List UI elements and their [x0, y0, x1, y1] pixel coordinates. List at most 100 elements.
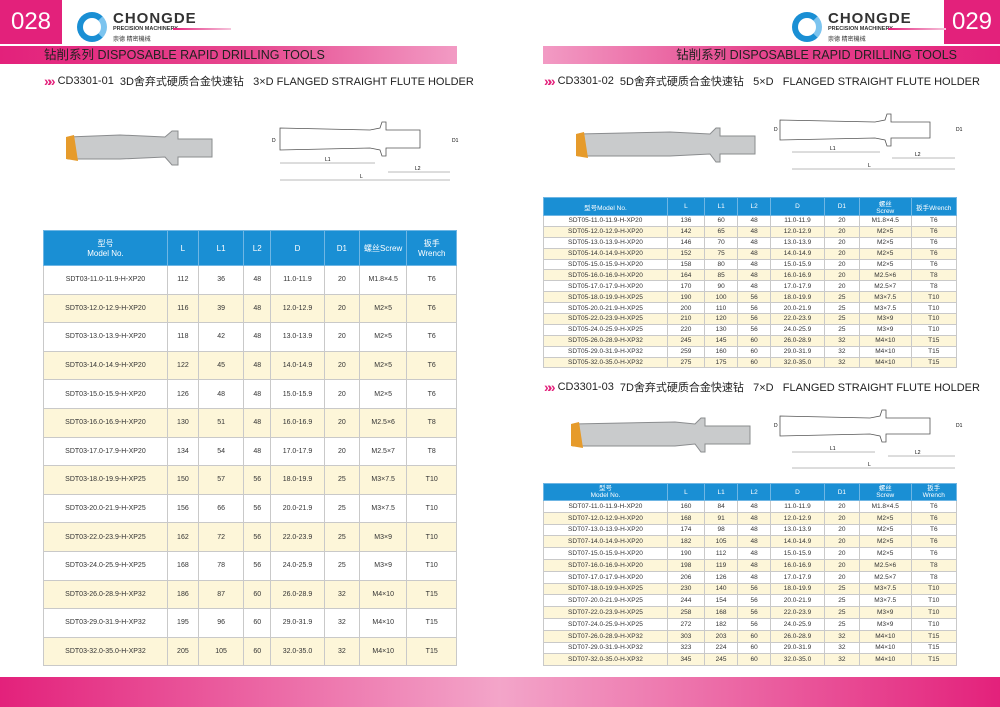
table-cell: SDT03-18.0-19.9-H-XP25 — [43, 465, 168, 495]
table-cell: 20 — [823, 269, 860, 282]
table-cell: M3×9 — [858, 313, 912, 325]
table-row: SDT05-24.0-25.9-H-XP25 220 130 56 24.0-25.9 2… — [543, 323, 958, 336]
table-cell: 60 — [243, 579, 272, 610]
table-cell: 16.0-16.9 — [770, 558, 825, 572]
table-cell: SDT03-20.0-21.9-H-XP25 — [43, 493, 168, 524]
table-cell: 13.0-13.9 — [770, 236, 825, 249]
table-cell: SDT03-12.0-12.9-H-XP20 — [43, 293, 168, 324]
label-l2: L2 — [915, 450, 921, 456]
table-cell: T10 — [406, 465, 457, 495]
table-cell: M3×9 — [858, 323, 912, 336]
table-cell: 112 — [166, 265, 199, 295]
table-row: SDT03-17.0-17.9-H-XP20 134 54 48 17.0-17.9 20… — [43, 436, 457, 467]
table-cell: 20 — [823, 523, 860, 537]
logo-chinese: 崇德 精密機械 — [828, 37, 866, 43]
table-cell: 14.0-14.9 — [770, 247, 825, 260]
spec-table-3d: 型号 Model No. L L1 L2 D D1 螺丝Screw 扳手 Wrench SDT0… — [43, 230, 457, 667]
table-row: SDT03-16.0-16.9-H-XP20 130 51 48 16.0-16.9 20… — [43, 407, 457, 438]
table-cell: 56 — [737, 594, 772, 608]
table-cell: M3×7.5 — [358, 493, 408, 524]
table-cell: 20 — [823, 500, 860, 513]
drill-photo-7d — [571, 417, 751, 453]
column-header: L1 — [197, 230, 245, 266]
table-cell: 32.0-35.0 — [770, 653, 825, 667]
table-cell: T15 — [910, 629, 958, 643]
table-cell: 152 — [666, 247, 706, 260]
table-row: SDT07-26.0-28.9-H-XP32 303 203 60 26.0-28.9 3… — [543, 629, 958, 643]
table-cell: 168 — [666, 511, 706, 525]
table-cell: SDT07-18.0-19.9-H-XP25 — [543, 582, 668, 596]
table-row: SDT03-29.0-31.9-H-XP32 195 96 60 29.0-31.9 32… — [43, 608, 457, 638]
table-cell: 56 — [737, 313, 772, 325]
table-row: SDT07-18.0-19.9-H-XP25 230 140 56 18.0-19.9 2… — [543, 582, 958, 596]
table-cell: SDT07-13.0-13.9-H-XP20 — [543, 523, 668, 537]
column-header: D1 — [823, 483, 860, 501]
table-cell: 20 — [823, 247, 860, 260]
logo-brand: CHONGDE — [113, 10, 197, 27]
table-row: SDT05-17.0-17.9-H-XP20 170 90 48 17.0-17.9 20… — [543, 280, 958, 293]
table-cell: SDT05-29.0-31.9-H-XP32 — [543, 345, 668, 358]
table-cell: 48 — [243, 379, 272, 409]
table-cell: 25 — [323, 465, 360, 495]
table-cell: 48 — [243, 350, 272, 381]
drill-drawing-7d: L1 L2 L D D1 — [774, 409, 963, 469]
table-cell: M4×10 — [858, 641, 912, 655]
table-cell: 80 — [704, 258, 739, 271]
table-cell: 36 — [197, 265, 245, 295]
table-cell: T6 — [910, 247, 958, 260]
table-cell: 17.0-17.9 — [270, 436, 325, 467]
table-row: SDT07-29.0-31.9-H-XP32 323 224 60 29.0-31.9 3… — [543, 641, 958, 655]
table-cell: M2×5 — [858, 547, 912, 560]
insert-icon — [66, 135, 78, 161]
table-cell: M3×7.5 — [858, 594, 912, 608]
logo-mark-icon — [77, 12, 107, 42]
table-cell: 174 — [666, 523, 706, 537]
insert-icon — [571, 422, 583, 448]
table-cell: 22.0-23.9 — [270, 522, 325, 552]
table-cell: 205 — [166, 636, 199, 667]
table-cell: 48 — [737, 570, 772, 584]
footer-band — [0, 677, 1000, 707]
table-cell: 17.0-17.9 — [770, 280, 825, 293]
table-cell: T8 — [910, 280, 958, 293]
table-cell: 245 — [666, 334, 706, 347]
table-cell: 29.0-31.9 — [270, 608, 325, 638]
table-cell: 26.0-28.9 — [270, 579, 325, 610]
table-cell: T6 — [910, 236, 958, 249]
column-header: L — [166, 230, 199, 266]
table-cell: 48 — [737, 500, 772, 513]
table-row: SDT05-12.0-12.9-H-XP20 142 65 48 12.0-12.9 20… — [543, 225, 958, 238]
table-cell: M1.8×4.5 — [358, 265, 408, 295]
table-cell: SDT07-29.0-31.9-H-XP32 — [543, 641, 668, 655]
column-header: D — [770, 197, 825, 216]
table-cell: SDT03-13.0-13.9-H-XP20 — [43, 322, 168, 352]
table-cell: 60 — [737, 345, 772, 358]
table-cell: 259 — [666, 345, 706, 358]
table-cell: 56 — [737, 606, 772, 619]
section-code: CD3301-03 — [557, 381, 614, 393]
table-cell: 20 — [323, 322, 360, 352]
table-cell: M4×10 — [358, 636, 408, 667]
table-cell: 105 — [704, 535, 739, 549]
table-row: SDT07-17.0-17.9-H-XP20 206 126 48 17.0-17.9 2… — [543, 570, 958, 584]
table-cell: T6 — [406, 350, 457, 381]
table-cell: T8 — [406, 436, 457, 467]
table-cell: 11.0-11.9 — [270, 265, 325, 295]
table-cell: 60 — [737, 629, 772, 643]
category-band-right: 钻削系列 DISPOSABLE RAPID DRILLING TOOLS — [543, 46, 1000, 64]
table-cell: 11.0-11.9 — [770, 500, 825, 513]
table-cell: 162 — [166, 522, 199, 552]
table-cell: 32.0-35.0 — [270, 636, 325, 667]
column-header: D — [770, 483, 825, 501]
table-cell: 203 — [704, 629, 739, 643]
logo-left: CHONGDE PRECISION MACHINERY 崇德 精密機械 — [77, 10, 231, 46]
table-cell: 156 — [166, 493, 199, 524]
table-cell: T15 — [406, 579, 457, 610]
table-cell: 136 — [666, 215, 706, 227]
column-header: 螺丝Screw — [358, 230, 408, 266]
column-header: 扳手Wrench — [910, 197, 958, 216]
table-cell: SDT03-15.0-15.9-H-XP20 — [43, 379, 168, 409]
logo-line — [173, 28, 231, 30]
table-cell: M2×5 — [858, 236, 912, 249]
table-cell: SDT05-14.0-14.9-H-XP20 — [543, 247, 668, 260]
